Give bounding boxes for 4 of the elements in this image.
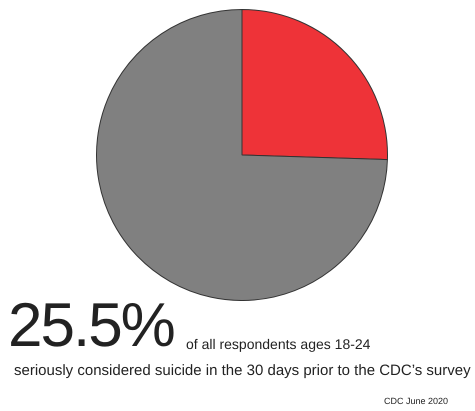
text: of all respondents ages 18-24 [186,336,370,352]
text: 25.5% [8,290,174,361]
text: seriously considered suicide in the 30 days prior to the CDC’s survey [14,362,471,379]
text: CDC June 2020 [384,396,448,406]
